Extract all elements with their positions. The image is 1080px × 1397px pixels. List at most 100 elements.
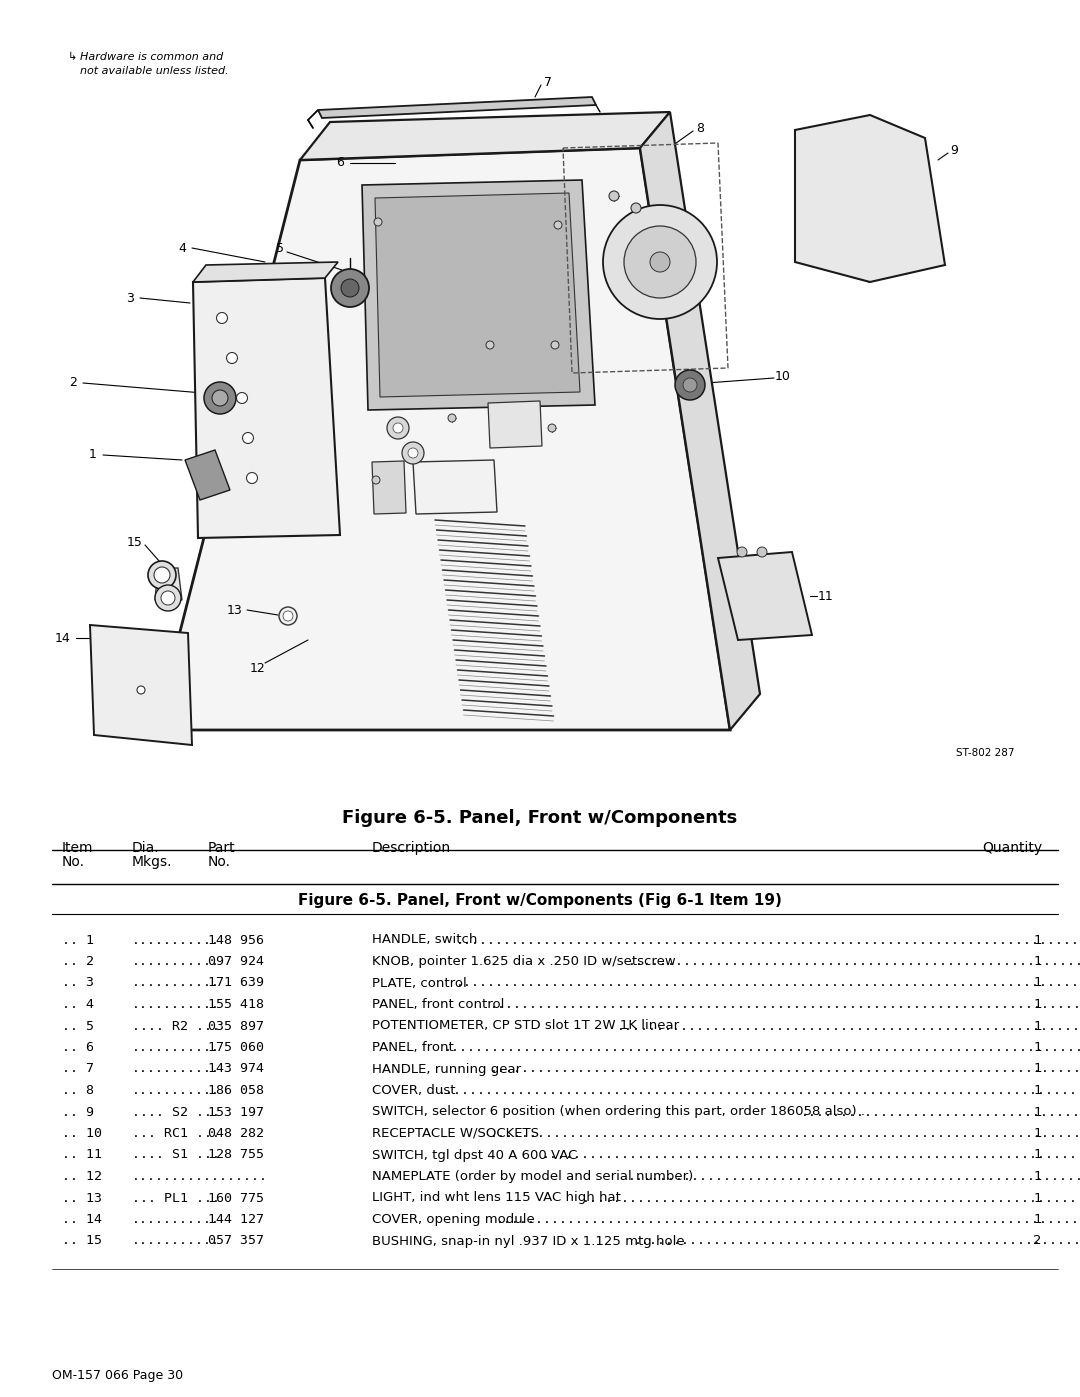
Text: ................................................................................: ........................................… xyxy=(542,1148,1080,1161)
Circle shape xyxy=(631,203,642,212)
Circle shape xyxy=(243,433,254,443)
Text: .. 4: .. 4 xyxy=(62,997,94,1011)
Text: 1: 1 xyxy=(1034,1105,1042,1119)
Text: .. 9: .. 9 xyxy=(62,1105,94,1119)
Text: .... S2 ...: .... S2 ... xyxy=(132,1105,220,1119)
Text: 144 127: 144 127 xyxy=(208,1213,264,1227)
Text: 143 974: 143 974 xyxy=(208,1063,264,1076)
Text: LIGHT, ind wht lens 115 VAC high hat: LIGHT, ind wht lens 115 VAC high hat xyxy=(372,1192,621,1204)
Circle shape xyxy=(227,352,238,363)
Text: ................................................................................: ........................................… xyxy=(617,1020,1080,1032)
Text: 1: 1 xyxy=(1034,956,1042,968)
Text: ...........: ........... xyxy=(132,933,220,947)
Text: ...........: ........... xyxy=(132,1213,220,1227)
Text: KNOB, pointer 1.625 dia x .250 ID w/setscrew: KNOB, pointer 1.625 dia x .250 ID w/sets… xyxy=(372,956,676,968)
Text: 1: 1 xyxy=(1034,1171,1042,1183)
Circle shape xyxy=(486,341,494,349)
Text: .. 6: .. 6 xyxy=(62,1041,94,1053)
Text: ST-802 287: ST-802 287 xyxy=(957,747,1015,759)
Text: .................: ................. xyxy=(132,1171,268,1183)
Circle shape xyxy=(148,562,176,590)
Text: 1: 1 xyxy=(1034,1148,1042,1161)
Text: Mkgs.: Mkgs. xyxy=(132,855,173,869)
Text: Figure 6-5. Panel, Front w/Components: Figure 6-5. Panel, Front w/Components xyxy=(342,809,738,827)
Text: 1: 1 xyxy=(1034,1084,1042,1097)
Circle shape xyxy=(387,416,409,439)
Polygon shape xyxy=(185,450,230,500)
Text: 186 058: 186 058 xyxy=(208,1084,264,1097)
Text: .. 5: .. 5 xyxy=(62,1020,94,1032)
Polygon shape xyxy=(795,115,945,282)
Text: Part: Part xyxy=(208,841,235,855)
Text: ......................................................: ........................................… xyxy=(800,1105,1080,1119)
Text: .. 12: .. 12 xyxy=(62,1171,102,1183)
Text: 160 775: 160 775 xyxy=(208,1192,264,1204)
Circle shape xyxy=(279,608,297,624)
Text: HANDLE, switch: HANDLE, switch xyxy=(372,933,477,947)
Text: 097 924: 097 924 xyxy=(208,956,264,968)
Text: RECEPTACLE W/SOCKETS: RECEPTACLE W/SOCKETS xyxy=(372,1127,539,1140)
Text: ................................................................................: ........................................… xyxy=(490,1063,1080,1076)
Text: .. 11: .. 11 xyxy=(62,1148,102,1161)
Text: ...........: ........... xyxy=(132,956,220,968)
Text: 1: 1 xyxy=(1034,933,1042,947)
Circle shape xyxy=(212,390,228,407)
Circle shape xyxy=(554,221,562,229)
Text: .. 13: .. 13 xyxy=(62,1192,102,1204)
Text: No.: No. xyxy=(208,855,231,869)
Text: BUSHING, snap-in nyl .937 ID x 1.125 mtg hole: BUSHING, snap-in nyl .937 ID x 1.125 mtg… xyxy=(372,1235,685,1248)
Text: Figure 6-5. Panel, Front w/Components (Fig 6-1 Item 19): Figure 6-5. Panel, Front w/Components (F… xyxy=(298,893,782,908)
Circle shape xyxy=(609,191,619,201)
Text: 6: 6 xyxy=(336,156,343,169)
Polygon shape xyxy=(372,461,406,514)
Text: .. 15: .. 15 xyxy=(62,1235,102,1248)
Text: ...........: ........... xyxy=(132,1084,220,1097)
Circle shape xyxy=(675,370,705,400)
Circle shape xyxy=(161,591,175,605)
Text: 5: 5 xyxy=(276,242,284,254)
Text: 15: 15 xyxy=(127,535,143,549)
Circle shape xyxy=(216,313,228,324)
Text: OM-157 066 Page 30: OM-157 066 Page 30 xyxy=(52,1369,184,1382)
Text: 1: 1 xyxy=(1034,977,1042,989)
Text: .. 7: .. 7 xyxy=(62,1063,94,1076)
Polygon shape xyxy=(300,112,670,161)
Circle shape xyxy=(204,381,237,414)
Text: ...........: ........... xyxy=(132,997,220,1011)
Text: .... S1 ...: .... S1 ... xyxy=(132,1148,220,1161)
Text: 155 418: 155 418 xyxy=(208,997,264,1011)
Circle shape xyxy=(374,218,382,226)
Text: Quantity: Quantity xyxy=(982,841,1042,855)
Text: 148 956: 148 956 xyxy=(208,933,264,947)
Text: ................................................................................: ........................................… xyxy=(456,933,1080,947)
Circle shape xyxy=(154,567,170,583)
Text: 4: 4 xyxy=(178,242,186,254)
Text: .. 3: .. 3 xyxy=(62,977,94,989)
Text: Hardware is common and: Hardware is common and xyxy=(80,52,224,61)
Text: 057 357: 057 357 xyxy=(208,1235,264,1248)
Circle shape xyxy=(283,610,293,622)
Text: 1: 1 xyxy=(1034,1020,1042,1032)
Text: HANDLE, running gear: HANDLE, running gear xyxy=(372,1063,522,1076)
Text: 048 282: 048 282 xyxy=(208,1127,264,1140)
Polygon shape xyxy=(640,112,760,731)
Text: NAMEPLATE (order by model and serial number): NAMEPLATE (order by model and serial num… xyxy=(372,1171,693,1183)
Circle shape xyxy=(372,476,380,483)
Text: ...........: ........... xyxy=(132,977,220,989)
Polygon shape xyxy=(193,263,338,282)
Circle shape xyxy=(237,393,247,404)
Text: COVER, dust: COVER, dust xyxy=(372,1084,456,1097)
Text: 1: 1 xyxy=(1034,1063,1042,1076)
Text: 035 897: 035 897 xyxy=(208,1020,264,1032)
Text: PANEL, front: PANEL, front xyxy=(372,1041,454,1053)
Circle shape xyxy=(683,379,697,393)
Text: 1: 1 xyxy=(89,448,97,461)
Polygon shape xyxy=(375,193,580,397)
Circle shape xyxy=(341,279,359,298)
Text: .. 8: .. 8 xyxy=(62,1084,94,1097)
Text: Item: Item xyxy=(62,841,94,855)
Text: ................................................................................: ........................................… xyxy=(490,1127,1080,1140)
Text: ................................................................................: ........................................… xyxy=(456,977,1080,989)
Text: 14: 14 xyxy=(55,631,71,644)
Circle shape xyxy=(156,585,181,610)
